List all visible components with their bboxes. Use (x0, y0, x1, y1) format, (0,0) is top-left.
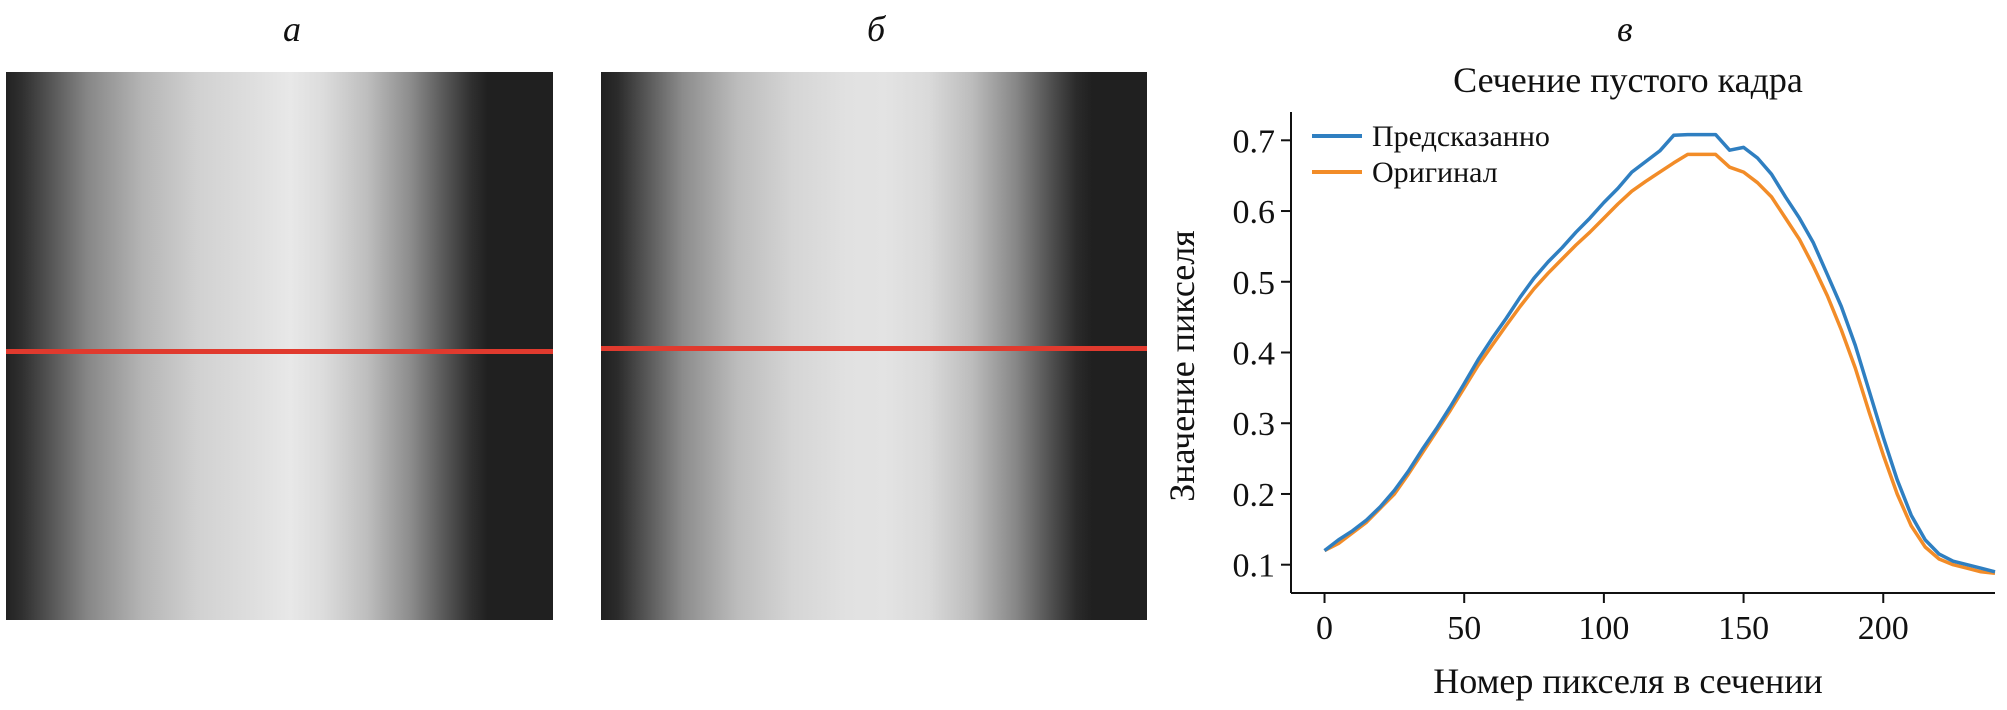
section-profile-chart: Сечение пустого кадра 0.1 0.2 0.3 0.4 0.5 0.6… (1162, 60, 1996, 701)
chart-title: Сечение пустого кадра (1453, 60, 1803, 100)
chart-axes: 0.1 0.2 0.3 0.4 0.5 0.6 0.7 0 50 100 150 200 (1233, 112, 1995, 647)
y-tick-label: 0.4 (1233, 336, 1276, 373)
frame-b-canvas (601, 72, 1147, 620)
empty-frame-predicted-image (601, 72, 1147, 620)
frame-a-canvas (6, 72, 553, 620)
panel-label-b: б (867, 9, 886, 49)
y-tick-label: 0.3 (1233, 406, 1276, 443)
y-tick-label: 0.7 (1233, 123, 1276, 160)
x-tick-label: 100 (1578, 610, 1629, 647)
panel-label-c: в (1617, 9, 1633, 49)
chart-series (1323, 132, 1996, 575)
x-tick-label: 150 (1718, 610, 1769, 647)
x-tick-label: 200 (1858, 610, 1909, 647)
y-axis-label: Значение пикселя (1162, 230, 1202, 501)
legend-label: Предсказанно (1372, 120, 1550, 153)
panel-label-a: а (283, 9, 301, 49)
x-axis-label: Номер пикселя в сечении (1433, 661, 1823, 701)
x-tick-label: 0 (1316, 610, 1333, 647)
frame-a-intensity (6, 72, 553, 620)
frame-a-section-line (6, 349, 553, 354)
series-line (1323, 132, 1996, 574)
series-line (1323, 152, 1996, 575)
y-tick-label: 0.2 (1233, 477, 1276, 514)
empty-frame-original-image (6, 72, 553, 620)
y-tick-label: 0.5 (1233, 265, 1276, 302)
y-tick-label: 0.1 (1233, 548, 1276, 585)
legend-label: Оригинал (1372, 156, 1498, 189)
y-tick-label: 0.6 (1233, 194, 1276, 231)
frame-b-section-line (601, 346, 1147, 351)
x-tick-label: 50 (1447, 610, 1481, 647)
